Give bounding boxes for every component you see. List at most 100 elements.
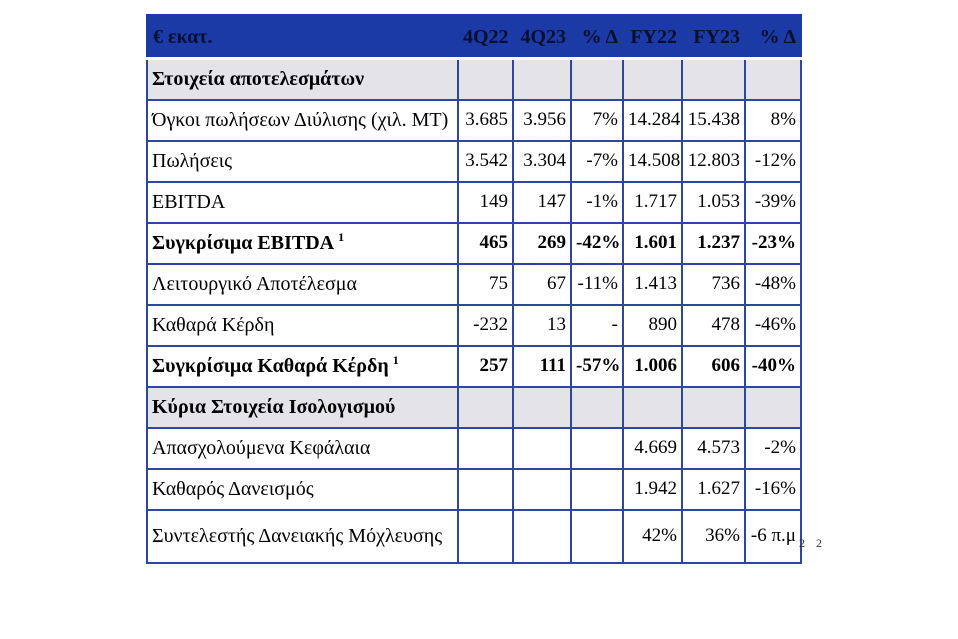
- value-cell: 14.508: [622, 139, 683, 183]
- value-cell: 3.685: [457, 98, 514, 142]
- value-cell: 8%: [744, 98, 802, 142]
- section-cell: [570, 57, 624, 101]
- value-cell: -: [570, 303, 624, 347]
- table-row: Συγκρίσιμα EBITDA 1 465 269 -42% 1.601 1.237 -2…: [146, 221, 802, 265]
- value-cell: -11%: [570, 262, 624, 306]
- row-label: Συγκρίσιμα Καθαρά Κέρδη 1: [146, 344, 459, 388]
- value-cell: 75: [457, 262, 514, 306]
- value-cell: 4.573: [681, 426, 746, 470]
- value-cell: 1.413: [622, 262, 683, 306]
- section-cell: [744, 385, 802, 429]
- value-cell: [570, 467, 624, 511]
- value-cell: -16%: [744, 467, 802, 511]
- section-cell: [570, 385, 624, 429]
- value-cell: 111: [512, 344, 572, 388]
- row-label-text: EBITDA: [152, 191, 226, 213]
- value-cell: -57%: [570, 344, 624, 388]
- footnote-marker: 1: [338, 230, 345, 245]
- value-cell: 3.542: [457, 139, 514, 183]
- section-cell: [512, 385, 572, 429]
- section-label: Στοιχεία αποτελεσμάτων: [146, 57, 459, 101]
- footnote-marker: 1: [392, 353, 399, 368]
- financial-results-table: € εκατ. 4Q22 4Q23% Δ FY22 FY23% Δ Στοιχεία …: [146, 14, 802, 564]
- value-cell: [457, 426, 514, 470]
- value-cell: [570, 426, 624, 470]
- row-label: Συντελεστής Δανειακής Μόχλευσης: [146, 508, 459, 564]
- unit-label: € εκατ.: [146, 14, 459, 60]
- value-cell: 67: [512, 262, 572, 306]
- row-label-text: Καθαρός Δανεισμός: [152, 478, 314, 500]
- value-cell: 36%: [681, 508, 746, 564]
- value-cell: 1.006: [622, 344, 683, 388]
- row-label-text: Πωλήσεις: [152, 150, 233, 172]
- table-row: Πωλήσεις 3.542 3.304 -7% 14.508 12.803 -12%: [146, 139, 802, 183]
- section-cell: [622, 385, 683, 429]
- table-row: Συγκρίσιμα Καθαρά Κέρδη 1 257 111 -57% 1.006 6…: [146, 344, 802, 388]
- value-cell: 42%: [622, 508, 683, 564]
- value-cell: 257: [457, 344, 514, 388]
- row-label: Συγκρίσιμα EBITDA 1: [146, 221, 459, 265]
- table-row: Απασχολούμενα Κεφάλαια 4.669 4.573 -2%: [146, 426, 802, 470]
- column-header-4: FY23: [681, 14, 746, 60]
- section-cell: [457, 385, 514, 429]
- value-cell: -6 π.μ: [744, 508, 802, 564]
- value-cell: 147: [512, 180, 572, 224]
- row-label: EBITDA: [146, 180, 459, 224]
- row-label: Λειτουργικό Αποτέλεσμα: [146, 262, 459, 306]
- section-cell: [681, 57, 746, 101]
- column-header-0: 4Q22: [457, 14, 514, 60]
- value-cell: [457, 467, 514, 511]
- row-label-text: Συγκρίσιμα Καθαρά Κέρδη: [152, 355, 389, 377]
- value-cell: -48%: [744, 262, 802, 306]
- value-cell: -1%: [570, 180, 624, 224]
- row-label: Καθαρά Κέρδη: [146, 303, 459, 347]
- table-row: Καθαρά Κέρδη -232 13-890 478 -46%: [146, 303, 802, 347]
- row-label-text: Συντελεστής Δανειακής Μόχλευσης: [152, 525, 443, 547]
- value-cell: 465: [457, 221, 514, 265]
- value-cell: 12.803: [681, 139, 746, 183]
- page-number-note: 2 2: [799, 536, 826, 550]
- row-label-text: Απασχολούμενα Κεφάλαια: [152, 437, 371, 459]
- value-cell: 3.304: [512, 139, 572, 183]
- value-cell: 7%: [570, 98, 624, 142]
- column-header-1: 4Q23: [512, 14, 572, 60]
- row-label: Όγκοι πωλήσεων Διύλισης (χιλ. MT): [146, 98, 459, 142]
- value-cell: 890: [622, 303, 683, 347]
- value-cell: [457, 508, 514, 564]
- row-label: Απασχολούμενα Κεφάλαια: [146, 426, 459, 470]
- header-row: € εκατ. 4Q22 4Q23% Δ FY22 FY23% Δ: [146, 14, 802, 60]
- column-header-5: % Δ: [744, 14, 802, 60]
- table-body: Στοιχεία αποτελεσμάτων Όγκοι πωλήσεων Διύ…: [146, 57, 802, 564]
- column-header-3: FY22: [622, 14, 683, 60]
- value-cell: -46%: [744, 303, 802, 347]
- value-cell: 14.284: [622, 98, 683, 142]
- row-label: Πωλήσεις: [146, 139, 459, 183]
- value-cell: -40%: [744, 344, 802, 388]
- value-cell: 1.053: [681, 180, 746, 224]
- table-row: EBITDA 149 147 -1% 1.717 1.053 -39%: [146, 180, 802, 224]
- value-cell: 149: [457, 180, 514, 224]
- section-cell: [744, 57, 802, 101]
- row-label-text: Όγκοι πωλήσεων Διύλισης (χιλ. MT): [152, 109, 449, 131]
- column-header-2: % Δ: [570, 14, 624, 60]
- value-cell: -39%: [744, 180, 802, 224]
- value-cell: [570, 508, 624, 564]
- value-cell: -12%: [744, 139, 802, 183]
- table-row: Καθαρός Δανεισμός 1.942 1.627 -16%: [146, 467, 802, 511]
- value-cell: 3.956: [512, 98, 572, 142]
- value-cell: 1.717: [622, 180, 683, 224]
- value-cell: 1.237: [681, 221, 746, 265]
- row-label-text: Καθαρά Κέρδη: [152, 314, 275, 336]
- section-cell: [457, 57, 514, 101]
- table-row: Όγκοι πωλήσεων Διύλισης (χιλ. MT) 3.685 3.…: [146, 98, 802, 142]
- value-cell: 269: [512, 221, 572, 265]
- row-label-text: Λειτουργικό Αποτέλεσμα: [152, 273, 358, 295]
- value-cell: -2%: [744, 426, 802, 470]
- value-cell: 15.438: [681, 98, 746, 142]
- value-cell: 1.627: [681, 467, 746, 511]
- row-label-text: Συγκρίσιμα EBITDA: [152, 232, 335, 254]
- section-row: Κύρια Στοιχεία Ισολογισμού: [146, 385, 802, 429]
- value-cell: 1.942: [622, 467, 683, 511]
- value-cell: 1.601: [622, 221, 683, 265]
- value-cell: 606: [681, 344, 746, 388]
